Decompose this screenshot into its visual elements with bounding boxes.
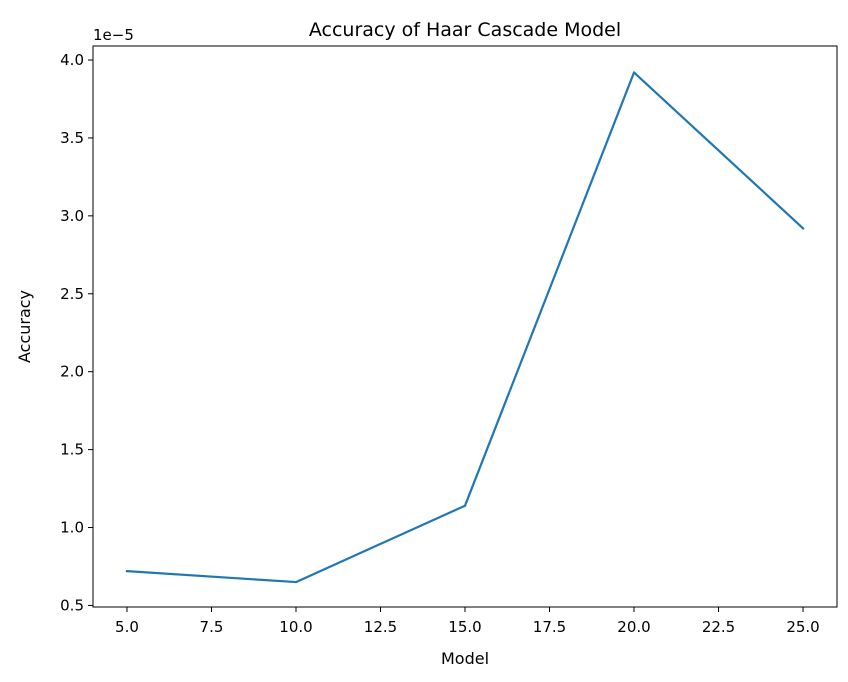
x-tick-label: 25.0 [786, 618, 819, 636]
y-axis-multiplier: 1e−5 [93, 26, 134, 44]
data-point [632, 71, 636, 74]
chart-title: Accuracy of Haar Cascade Model [309, 19, 621, 41]
data-point [125, 570, 129, 573]
y-tick-label: 2.5 [60, 285, 84, 303]
y-tick-label: 3.5 [60, 129, 84, 147]
x-tick-label: 10.0 [279, 618, 312, 636]
x-tick-label: 20.0 [617, 618, 650, 636]
x-tick-label: 17.5 [533, 618, 566, 636]
data-point [463, 504, 467, 507]
data-point [294, 580, 298, 584]
x-tick-label: 22.5 [702, 618, 735, 636]
y-tick-label: 4.0 [60, 51, 84, 69]
y-tick-label: 2.0 [60, 363, 84, 381]
x-tick-label: 12.5 [364, 618, 397, 636]
y-tick-label: 1.0 [60, 519, 84, 537]
y-axis-label: Accuracy [15, 290, 34, 363]
axes-frame [92, 45, 838, 608]
x-tick-label: 5.0 [115, 618, 139, 636]
x-tick-label: 7.5 [200, 618, 224, 636]
y-tick-label: 0.5 [60, 596, 84, 614]
plot-area [125, 71, 805, 584]
y-tick-label: 3.0 [60, 207, 84, 225]
y-tick-label: 1.5 [60, 441, 84, 459]
x-axis-label: Model [441, 649, 489, 668]
y-axis-ticks: 0.5 1.0 1.5 2.0 2.5 3.0 3.5 4.0 [60, 51, 93, 614]
x-axis-ticks: 5.0 7.5 10.0 12.5 15.0 17.5 20.0 22.5 25.0 [115, 607, 820, 636]
x-tick-label: 15.0 [448, 618, 481, 636]
data-point [801, 227, 805, 230]
axes: 5.0 7.5 10.0 12.5 15.0 17.5 20.0 22.5 25.0 0.5 1.… [60, 45, 838, 636]
